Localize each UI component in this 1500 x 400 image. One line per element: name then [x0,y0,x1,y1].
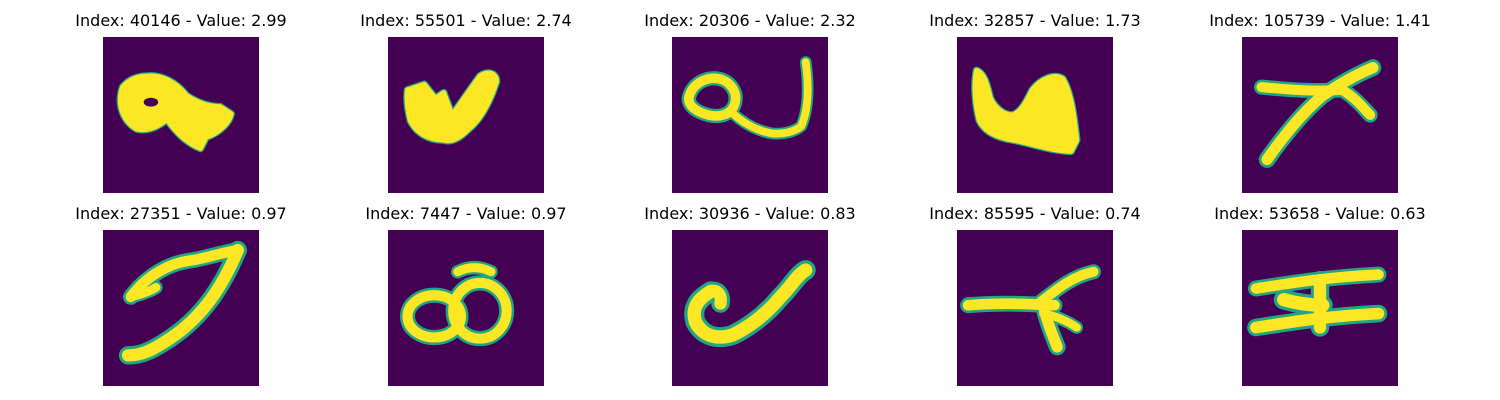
glyph-hole [144,98,158,107]
panel-image [1242,37,1398,193]
panel-image [388,230,544,386]
panel-4: Index: 32857 - Value: 1.73 [957,11,1113,191]
panel-title: Index: 20306 - Value: 2.32 [602,11,898,31]
panel-7: Index: 7447 - Value: 0.97 [388,204,544,384]
panel-10: Index: 53658 - Value: 0.63 [1242,204,1398,384]
panel-title: Index: 40146 - Value: 2.99 [33,11,329,31]
panel-title: Index: 85595 - Value: 0.74 [887,204,1183,224]
panel-title: Index: 27351 - Value: 0.97 [33,204,329,224]
panel-image [957,230,1113,386]
panel-title: Index: 32857 - Value: 1.73 [887,11,1183,31]
panel-title: Index: 105739 - Value: 1.41 [1172,11,1468,31]
panel-image [672,230,828,386]
panel-title: Index: 30936 - Value: 0.83 [602,204,898,224]
panel-image [103,37,259,193]
panel-image [388,37,544,193]
panel-image [103,230,259,386]
panel-6: Index: 27351 - Value: 0.97 [103,204,259,384]
panel-9: Index: 85595 - Value: 0.74 [957,204,1113,384]
panel-image [957,37,1113,193]
panel-image [1242,230,1398,386]
panel-image [672,37,828,193]
panel-3: Index: 20306 - Value: 2.32 [672,11,828,191]
panel-5: Index: 105739 - Value: 1.41 [1242,11,1398,191]
glyph-stroke [458,268,491,272]
panel-title: Index: 7447 - Value: 0.97 [318,204,614,224]
panel-8: Index: 30936 - Value: 0.83 [672,204,828,384]
panel-2: Index: 55501 - Value: 2.74 [388,11,544,191]
panel-1: Index: 40146 - Value: 2.99 [103,11,259,191]
panel-title: Index: 55501 - Value: 2.74 [318,11,614,31]
panel-title: Index: 53658 - Value: 0.63 [1172,204,1468,224]
